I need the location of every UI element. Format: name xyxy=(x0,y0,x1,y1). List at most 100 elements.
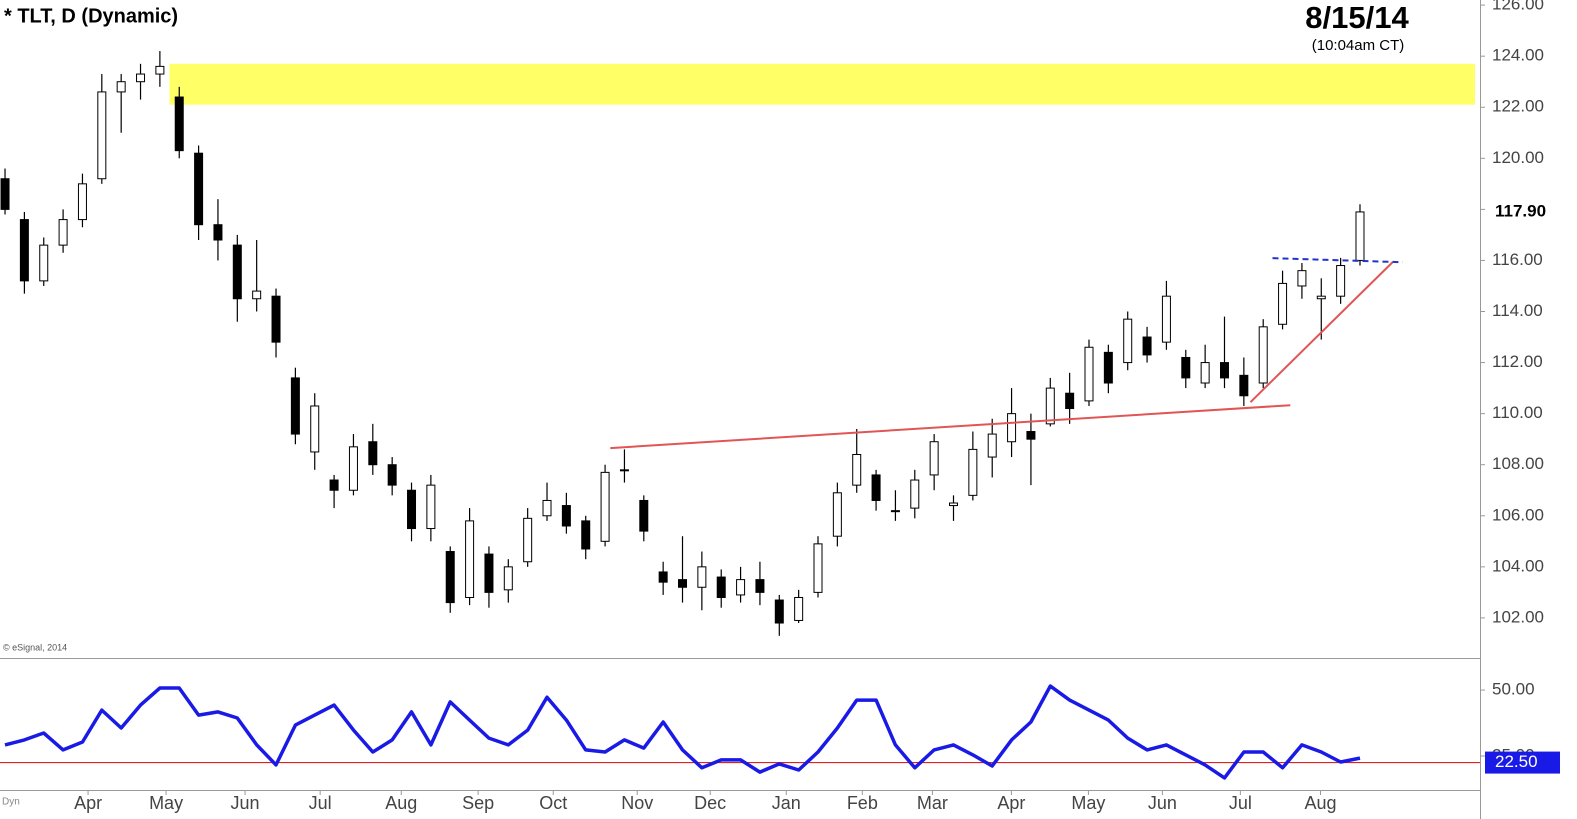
candle-body xyxy=(426,484,436,530)
candle-body xyxy=(19,219,29,282)
candle-body xyxy=(658,571,668,583)
x-tick-label: Aug xyxy=(1304,793,1336,813)
indicator-label: Dyn xyxy=(2,797,20,808)
candle-body xyxy=(174,96,184,152)
candle-body xyxy=(1084,346,1094,402)
candle-body xyxy=(348,446,358,491)
y-tick-label: 116.00 xyxy=(1492,250,1543,269)
candle-body xyxy=(1239,374,1249,397)
candle-body xyxy=(136,73,146,83)
candle-body xyxy=(329,479,339,491)
x-tick-label: Jun xyxy=(1148,793,1177,813)
candle-body xyxy=(774,599,784,624)
x-tick-label: Sep xyxy=(462,793,494,813)
candle-body xyxy=(794,596,804,621)
candle-body xyxy=(290,377,300,435)
candle-body xyxy=(1219,362,1229,379)
candle-body xyxy=(1045,387,1055,425)
y-tick-label: 120.00 xyxy=(1492,148,1544,167)
candle-body xyxy=(39,244,49,282)
y-tick-label: 122.00 xyxy=(1492,97,1544,116)
candle-body xyxy=(97,91,107,180)
trend-line xyxy=(1272,257,1403,264)
candle-body xyxy=(407,489,417,530)
candle-body xyxy=(523,517,533,563)
x-tick-label: Jul xyxy=(1229,793,1252,813)
candle-body xyxy=(232,244,242,300)
candle-body xyxy=(581,520,591,550)
candle-body xyxy=(871,474,881,501)
candle-body xyxy=(1065,392,1075,410)
x-tick-label: Nov xyxy=(621,793,653,813)
x-tick-label: Apr xyxy=(74,793,102,813)
y-tick-label: 126.00 xyxy=(1492,0,1544,14)
time-label: (10:04am CT) xyxy=(1312,37,1405,54)
x-tick-label: May xyxy=(1071,793,1105,813)
candle-body xyxy=(1123,318,1133,364)
y-tick-label: 106.00 xyxy=(1492,505,1544,524)
candle-body xyxy=(1103,351,1113,384)
candle-body xyxy=(910,479,920,509)
date-label: 8/15/14 xyxy=(1305,0,1409,35)
candle-body xyxy=(1297,270,1307,287)
y-tick-label: 102.00 xyxy=(1492,607,1544,626)
x-tick-label: Jun xyxy=(231,793,260,813)
y-tick-label: 110.00 xyxy=(1492,403,1543,422)
candle-body xyxy=(503,566,513,591)
candle-body xyxy=(0,178,10,210)
candle-body xyxy=(813,543,823,593)
candle-body xyxy=(1200,362,1210,384)
candle-body xyxy=(619,469,629,472)
candle-body xyxy=(987,433,997,458)
candle-body xyxy=(484,553,494,593)
candle-body xyxy=(1316,295,1326,300)
candle-body xyxy=(77,183,87,221)
candle-body xyxy=(155,65,165,75)
candle-body xyxy=(542,499,552,517)
threshold-label: 22.50 xyxy=(1495,752,1538,771)
candle-body xyxy=(755,579,765,593)
copyright: © eSignal, 2014 xyxy=(3,642,67,652)
x-tick-label: Mar xyxy=(917,793,948,813)
chart-title: * TLT, D (Dynamic) xyxy=(4,5,178,27)
y-tick-label: 108.00 xyxy=(1492,454,1544,473)
candle-body xyxy=(1181,356,1191,379)
candle-body xyxy=(1355,211,1365,261)
candle-body xyxy=(716,576,726,598)
candle-body xyxy=(58,219,68,246)
candle-body xyxy=(368,441,378,466)
candle-body xyxy=(1161,295,1171,343)
candle-body xyxy=(561,505,571,527)
x-tick-label: Oct xyxy=(539,793,567,813)
y-tick-label: 114.00 xyxy=(1492,301,1543,320)
candle-body xyxy=(1258,326,1268,384)
indicator-line xyxy=(4,684,1361,780)
x-tick-label: Aug xyxy=(385,793,417,813)
candle-body xyxy=(949,502,959,507)
candle-body xyxy=(1142,336,1152,356)
candle-body xyxy=(1026,431,1036,440)
candle-body xyxy=(678,579,688,588)
candle-body xyxy=(252,290,262,300)
x-tick-label: Apr xyxy=(997,793,1025,813)
candle-body xyxy=(600,471,610,542)
x-tick-label: Jan xyxy=(772,793,801,813)
candle-body xyxy=(968,448,978,496)
x-tick-label: May xyxy=(149,793,183,813)
last-price-box xyxy=(1488,200,1560,223)
candle-body xyxy=(697,566,707,588)
trend-line xyxy=(610,404,1291,450)
x-tick-label: Feb xyxy=(847,793,878,813)
candle-body xyxy=(194,152,204,226)
candle-body xyxy=(1336,265,1346,297)
threshold-box xyxy=(1485,751,1560,774)
trend-line xyxy=(1249,261,1394,403)
candle-body xyxy=(116,81,126,93)
candle-body xyxy=(213,224,223,241)
candle-body xyxy=(1007,413,1017,443)
y-tick-label: 50.00 xyxy=(1492,680,1535,699)
x-tick-label: Dec xyxy=(694,793,726,813)
